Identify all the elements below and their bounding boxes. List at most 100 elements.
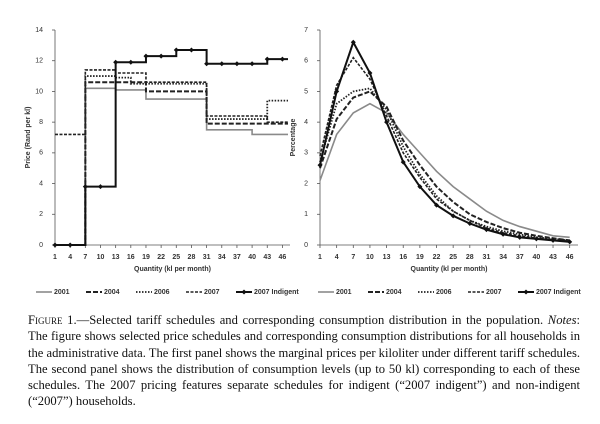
x-tick-label: 28 xyxy=(466,254,474,261)
x-tick-label: 7 xyxy=(83,254,87,261)
x-axis-label: Quantity (kl per month) xyxy=(134,266,211,273)
point-marker xyxy=(113,59,119,65)
point-marker xyxy=(434,202,440,208)
caption: Figure 1.—Selected tariff schedules and … xyxy=(28,312,580,410)
x-tick-label: 46 xyxy=(279,254,287,261)
x-tick-label: 43 xyxy=(263,254,271,261)
notes: : The figure shows selected price schedu… xyxy=(28,313,580,409)
x-tick-label: 10 xyxy=(366,254,374,261)
y-tick-label: 8 xyxy=(39,119,43,126)
x-tick-label: 19 xyxy=(416,254,424,261)
point-marker xyxy=(450,213,456,219)
legend-label: 2004 xyxy=(386,289,402,296)
point-marker xyxy=(219,61,225,67)
point-marker xyxy=(334,88,340,94)
series-line xyxy=(55,87,288,246)
point-marker xyxy=(279,56,285,62)
point-marker xyxy=(567,239,573,245)
legend-label: 2001 xyxy=(336,289,352,296)
series-line xyxy=(319,90,570,242)
x-tick-label: 34 xyxy=(218,254,226,261)
series-line xyxy=(55,75,288,246)
point-marker xyxy=(550,237,556,243)
series-line xyxy=(319,87,570,242)
point-marker xyxy=(533,236,539,242)
series-line xyxy=(319,102,570,239)
point-marker xyxy=(467,221,473,226)
x-tick-label: 7 xyxy=(351,254,355,261)
legend-marker xyxy=(241,289,247,295)
notes-label: Notes xyxy=(547,313,577,327)
legend-label: 2006 xyxy=(436,289,452,296)
point-marker xyxy=(367,70,373,76)
x-tick-label: 34 xyxy=(499,254,507,261)
x-tick-label: 43 xyxy=(549,254,557,261)
x-tick-label: 22 xyxy=(157,254,165,261)
point-marker xyxy=(500,231,506,237)
x-axis-label: Quantity (kl per month) xyxy=(411,266,488,273)
point-marker xyxy=(234,61,240,67)
x-tick-label: 16 xyxy=(127,254,135,261)
y-tick-label: 14 xyxy=(35,27,43,34)
point-marker xyxy=(384,119,390,125)
point-marker xyxy=(204,61,210,67)
y-tick-label: 6 xyxy=(304,58,308,65)
series-line xyxy=(55,81,288,246)
y-tick-label: 10 xyxy=(35,88,43,95)
x-tick-label: 13 xyxy=(112,254,120,261)
x-tick-label: 40 xyxy=(248,254,256,261)
x-tick-label: 1 xyxy=(53,254,57,261)
x-tick-label: 46 xyxy=(566,254,574,261)
point-marker xyxy=(82,184,88,190)
y-axis-label: Percentage xyxy=(290,119,297,157)
x-tick-label: 4 xyxy=(335,254,339,261)
x-tick-label: 31 xyxy=(203,254,211,261)
series-line xyxy=(319,56,570,243)
y-tick-label: 0 xyxy=(304,242,308,249)
y-tick-label: 2 xyxy=(304,180,308,187)
point-marker xyxy=(517,234,523,240)
point-marker xyxy=(350,39,356,45)
legend-label: 2007 xyxy=(486,289,502,296)
point-marker xyxy=(483,227,489,233)
legend-marker xyxy=(523,289,529,295)
point-marker xyxy=(143,53,149,59)
y-tick-label: 12 xyxy=(35,58,43,65)
x-tick-label: 10 xyxy=(97,254,105,261)
x-tick-label: 25 xyxy=(449,254,457,261)
legend-label: 2007 xyxy=(204,289,220,296)
y-tick-label: 2 xyxy=(39,211,43,218)
y-tick-label: 4 xyxy=(39,180,43,187)
point-marker xyxy=(158,53,164,59)
point-marker xyxy=(188,47,194,53)
y-axis-label: Price (Rand per kl) xyxy=(25,107,32,169)
legend-label: 2006 xyxy=(154,289,170,296)
caption-label: Figure 1. xyxy=(28,313,77,327)
point-marker xyxy=(128,59,134,65)
point-marker xyxy=(317,162,323,168)
point-marker xyxy=(52,242,58,248)
x-tick-label: 1 xyxy=(318,254,322,261)
y-tick-label: 1 xyxy=(304,211,308,218)
legend-label: 2007 Indigent xyxy=(254,289,299,296)
x-tick-label: 22 xyxy=(433,254,441,261)
x-tick-label: 37 xyxy=(233,254,241,261)
point-marker xyxy=(264,56,270,62)
series-line xyxy=(55,48,288,246)
y-tick-label: 5 xyxy=(304,88,308,95)
caption-title: —Selected tariff schedules and correspon… xyxy=(76,313,548,327)
point-marker xyxy=(417,184,423,190)
point-marker xyxy=(400,159,406,165)
y-tick-label: 3 xyxy=(304,150,308,157)
y-tick-label: 0 xyxy=(39,242,43,249)
legend-label: 2004 xyxy=(104,289,120,296)
point-marker xyxy=(173,47,179,53)
y-tick-label: 7 xyxy=(304,27,308,34)
legend-label: 2007 Indigent xyxy=(536,289,581,296)
y-tick-label: 6 xyxy=(39,150,43,157)
series-line xyxy=(55,69,288,136)
point-marker xyxy=(67,242,73,248)
x-tick-label: 40 xyxy=(532,254,540,261)
